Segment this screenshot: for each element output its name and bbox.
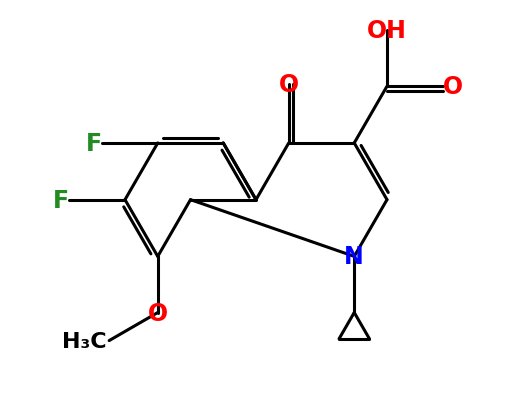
Text: H₃C: H₃C bbox=[62, 331, 107, 351]
Text: O: O bbox=[147, 301, 168, 325]
Text: O: O bbox=[279, 73, 299, 97]
Text: F: F bbox=[53, 188, 69, 212]
Text: N: N bbox=[345, 245, 364, 269]
Text: OH: OH bbox=[367, 19, 407, 43]
Text: O: O bbox=[443, 75, 463, 99]
Text: F: F bbox=[86, 132, 101, 156]
